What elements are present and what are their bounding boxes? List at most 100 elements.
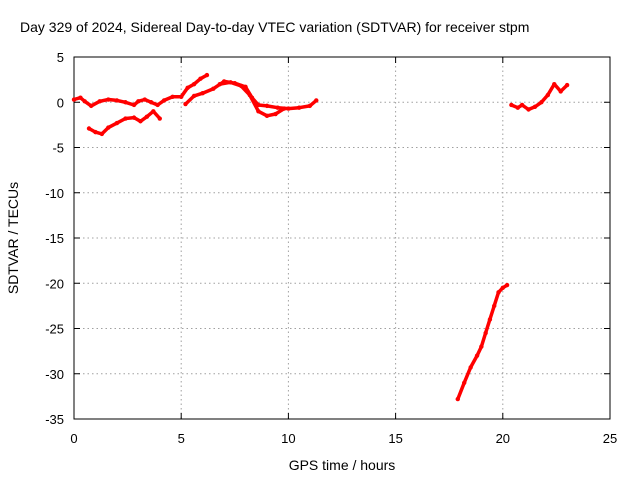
data-point — [204, 72, 210, 78]
data-point — [88, 103, 94, 109]
chart-title: Day 329 of 2024, Sidereal Day-to-day VTE… — [20, 19, 529, 35]
data-point — [504, 282, 510, 288]
series-line — [509, 82, 569, 112]
data-point — [239, 83, 244, 89]
data-point — [142, 97, 147, 102]
data-point — [200, 91, 205, 96]
y-tick-label: -25 — [45, 322, 64, 337]
data-point — [138, 119, 143, 124]
data-point — [552, 81, 557, 87]
data-point — [123, 116, 128, 121]
data-point — [155, 102, 160, 108]
data-point — [273, 111, 278, 117]
series-track-5 — [455, 282, 510, 402]
y-tick-label: -35 — [45, 412, 64, 427]
data-point — [114, 120, 120, 126]
data-point — [468, 365, 473, 370]
data-point — [217, 81, 222, 87]
data-point — [151, 109, 156, 114]
series-layer — [71, 72, 570, 402]
x-axis-label: GPS time / hours — [289, 457, 396, 473]
data-point — [161, 98, 167, 103]
data-point — [500, 285, 505, 290]
data-point — [519, 102, 525, 108]
x-tick-label: 5 — [178, 431, 185, 446]
data-point — [131, 102, 137, 108]
data-point — [106, 125, 111, 130]
x-tick-labels: 0 5 10 15 20 25 — [70, 431, 617, 446]
data-point — [479, 344, 484, 349]
data-point — [564, 82, 570, 88]
data-point — [97, 99, 102, 104]
data-point — [275, 105, 280, 110]
data-point — [179, 94, 184, 100]
data-point — [106, 97, 111, 102]
data-point — [78, 95, 83, 100]
x-tick-label: 0 — [70, 431, 77, 446]
data-point — [86, 126, 92, 131]
y-tick-label: -30 — [45, 367, 64, 382]
data-point — [256, 109, 261, 114]
x-tick-label: 20 — [496, 431, 510, 446]
data-point — [286, 106, 291, 111]
data-point — [264, 113, 270, 119]
data-point — [264, 103, 270, 109]
data-point — [462, 380, 467, 385]
data-point — [492, 303, 497, 309]
data-point — [474, 353, 480, 358]
data-point — [131, 115, 137, 120]
data-point — [144, 114, 150, 119]
data-point — [148, 100, 154, 105]
data-point — [198, 76, 203, 81]
data-point — [532, 104, 538, 109]
data-point — [558, 89, 563, 94]
data-point — [123, 100, 128, 105]
data-point — [296, 105, 302, 110]
data-point — [183, 101, 188, 107]
series-track-6 — [509, 81, 570, 112]
data-point — [157, 116, 162, 121]
y-tick-label: -15 — [45, 231, 64, 246]
data-point — [93, 129, 98, 135]
y-axis-label: SDTVAR / TECUs — [5, 182, 21, 294]
series-track-4 — [217, 80, 287, 119]
data-point — [211, 86, 216, 91]
data-point — [314, 98, 319, 103]
data-point — [191, 81, 197, 87]
y-tick-label: -20 — [45, 276, 64, 291]
x-tick-label: 15 — [388, 431, 402, 446]
data-point — [455, 396, 460, 402]
data-point — [281, 106, 287, 111]
data-point — [545, 92, 551, 98]
data-point — [191, 93, 197, 99]
data-point — [526, 107, 531, 112]
data-point — [170, 94, 175, 100]
data-point — [228, 80, 233, 85]
y-tick-label: 0 — [57, 95, 64, 110]
data-point — [82, 99, 87, 104]
data-point — [185, 85, 190, 90]
grid-lines — [74, 57, 610, 419]
data-point — [247, 92, 253, 98]
data-point — [483, 330, 488, 336]
x-tick-label: 25 — [603, 431, 617, 446]
y-tick-label: -10 — [45, 186, 64, 201]
series-track-2 — [86, 109, 162, 137]
series-track-1 — [71, 72, 210, 109]
data-point — [487, 317, 493, 322]
data-point — [307, 103, 313, 109]
data-point — [136, 99, 141, 104]
y-tick-labels: 5 0 -5 -10 -15 -20 -25 -30 -35 — [45, 50, 64, 427]
y-tick-label: 5 — [57, 50, 64, 65]
data-point — [99, 131, 105, 137]
y-tick-label: -5 — [52, 141, 64, 156]
data-point — [539, 100, 544, 105]
x-tick-label: 10 — [281, 431, 295, 446]
data-point — [515, 105, 521, 110]
data-point — [114, 98, 120, 103]
axis-ticks — [73, 56, 611, 420]
data-point — [496, 290, 501, 295]
data-point — [509, 102, 514, 108]
